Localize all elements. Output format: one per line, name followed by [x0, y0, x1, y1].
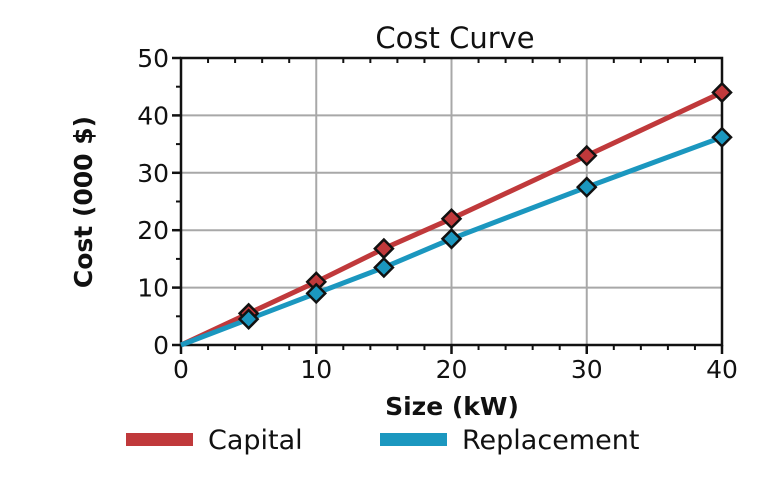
legend-label-capital: Capital: [208, 425, 303, 456]
data-point-replacement: [711, 126, 733, 148]
series-lines: [179, 81, 733, 348]
y-tick-label: 30: [137, 159, 169, 188]
legend: Capital Replacement: [126, 425, 639, 456]
grid: [181, 58, 722, 345]
legend-label-replacement: Replacement: [462, 425, 639, 456]
y-tick-label: 0: [153, 331, 169, 360]
data-point-replacement: [305, 282, 328, 305]
x-tick-label: 10: [300, 355, 332, 384]
x-tick-label: 30: [571, 355, 603, 384]
x-tick-label: 0: [173, 355, 189, 384]
y-tick-label: 40: [137, 101, 169, 130]
legend-swatch-replacement: [380, 433, 447, 446]
data-point-capital: [440, 207, 463, 230]
x-tick-label: 40: [706, 355, 738, 384]
data-point-replacement: [373, 256, 395, 279]
y-axis-label: Cost (000 $): [69, 116, 98, 288]
y-tick-label: 20: [137, 216, 169, 245]
x-tick-label: 20: [436, 355, 468, 384]
x-axis-label: Size (kW): [385, 392, 519, 421]
data-point-capital: [373, 237, 395, 260]
chart-title: Cost Curve: [375, 21, 534, 55]
legend-swatch-capital: [126, 433, 193, 446]
y-tick-label: 50: [137, 44, 169, 73]
data-point-capital: [575, 144, 598, 167]
data-point-replacement: [440, 228, 463, 250]
data-point-replacement: [237, 308, 260, 330]
axis-ticks: 0 10 20 30 40 50 0 10 20 30 40: [137, 44, 738, 384]
data-point-replacement: [575, 176, 598, 198]
y-tick-label: 10: [137, 274, 169, 303]
data-point-capital: [711, 81, 733, 104]
